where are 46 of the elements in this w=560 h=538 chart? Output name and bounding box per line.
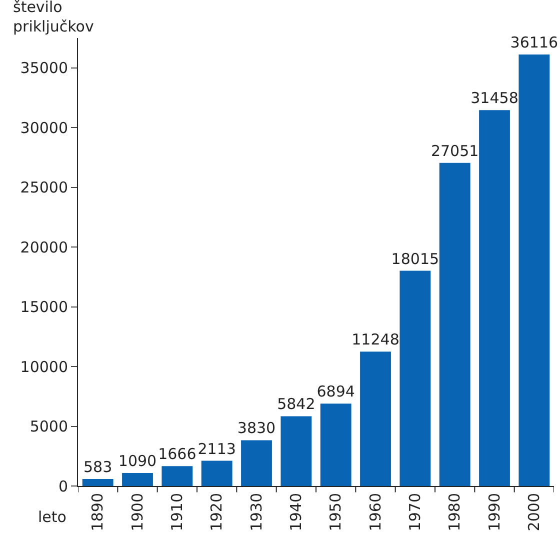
- y-tick-label: 25000: [20, 178, 68, 197]
- data-label: 31458: [470, 89, 518, 108]
- bar: [400, 270, 431, 486]
- bar: [122, 472, 153, 486]
- data-label: 583: [84, 458, 112, 476]
- y-tick-label: 30000: [20, 118, 68, 137]
- data-label: 2113: [198, 440, 236, 458]
- data-label: 6894: [316, 382, 355, 401]
- x-tick-label: 1910: [168, 493, 186, 532]
- bar: [439, 162, 470, 486]
- bar: [162, 466, 193, 486]
- x-tick-label: 1970: [406, 493, 424, 532]
- x-tick-label: 2000: [525, 493, 544, 532]
- data-label: 36116: [510, 34, 558, 52]
- data-label: 18015: [391, 250, 440, 268]
- bar: [82, 479, 114, 486]
- y-tick-label: 5000: [30, 418, 68, 436]
- x-tick-label: 1990: [485, 493, 504, 532]
- bar: [320, 404, 352, 486]
- y-tick-label: 20000: [20, 238, 68, 256]
- data-label: 27051: [430, 142, 479, 160]
- bar: [360, 352, 391, 486]
- x-tick-label: 1930: [247, 493, 266, 532]
- bar: [280, 416, 312, 486]
- data-label: 1666: [158, 445, 196, 464]
- data-label: 5842: [277, 395, 316, 414]
- x-tick-label: 1980: [446, 493, 464, 532]
- x-tick-label: 1890: [88, 493, 107, 532]
- y-tick-label: 15000: [20, 298, 68, 316]
- bar: [241, 440, 272, 486]
- bar: [518, 54, 550, 486]
- x-tick-label: 1920: [208, 493, 226, 532]
- x-tick-label: 1940: [287, 493, 306, 532]
- x-axis-title: leto: [38, 508, 66, 526]
- bar: [201, 460, 232, 486]
- y-axis-title: število priključkov: [13, 0, 94, 36]
- x-tick-label: 1960: [366, 493, 384, 532]
- data-label: 11248: [352, 330, 400, 349]
- y-tick-label: 10000: [20, 358, 68, 376]
- x-tick-label: 1900: [128, 493, 146, 532]
- data-label: 1090: [118, 452, 157, 470]
- y-tick-label: 0: [58, 477, 68, 496]
- x-tick-label: 1950: [326, 493, 345, 532]
- data-label: 3830: [237, 419, 276, 438]
- bar: [479, 110, 510, 486]
- y-tick-label: 35000: [20, 59, 68, 78]
